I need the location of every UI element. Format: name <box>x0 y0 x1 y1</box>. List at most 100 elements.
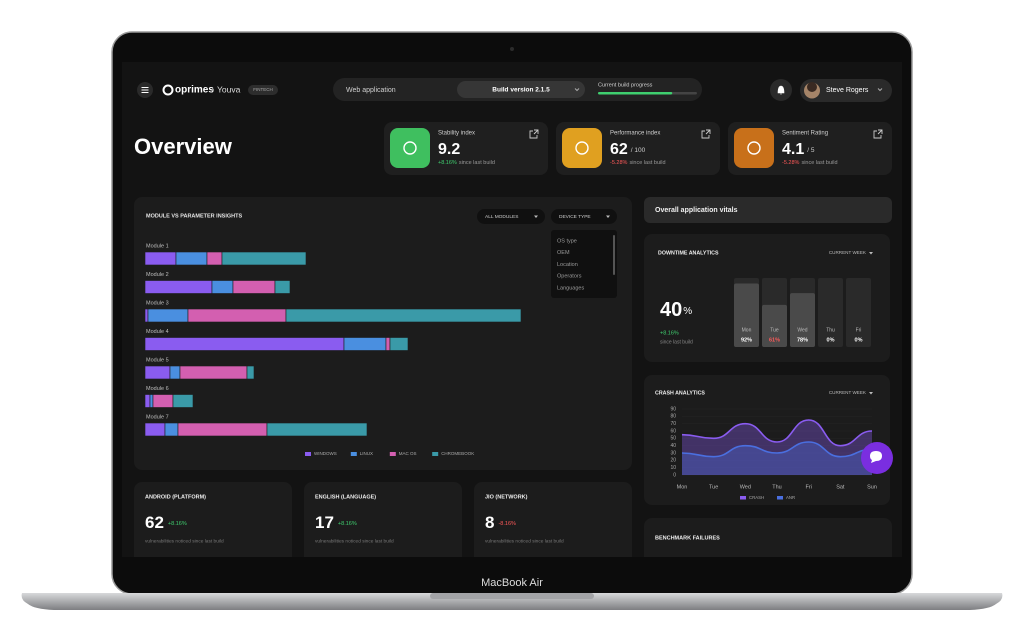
y-tick-label: 30 <box>670 450 676 456</box>
bar-segment <box>164 422 179 437</box>
day-label: Mon <box>742 327 752 333</box>
filter-option[interactable]: OS type <box>557 238 577 244</box>
kpi-card: Sentiment Rating 4.1/ 5 -5.28% since last b… <box>728 122 892 175</box>
kpi-icon <box>747 141 761 155</box>
legend-swatch <box>740 496 746 500</box>
kpi-change: -5.28% <box>610 160 628 166</box>
filter-option[interactable]: OEM <box>557 250 570 256</box>
day-label: Fri <box>856 327 862 333</box>
bar-segment <box>144 280 213 294</box>
platform-card: JIO (NETWORK) 8 -8.16% vulnerabilities noti… <box>474 482 632 557</box>
day-column <box>846 278 871 347</box>
bar-segment <box>152 394 174 408</box>
base-notch <box>430 593 594 599</box>
platform-title: ANDROID (PLATFORM) <box>145 494 206 500</box>
filter-options-bg <box>551 230 617 298</box>
tag: FINTECH <box>253 87 273 92</box>
filter-option[interactable]: Operators <box>557 274 582 280</box>
bar-segment <box>232 280 276 294</box>
open-link-icon[interactable] <box>529 129 539 139</box>
filter-option[interactable]: Languages <box>557 285 584 291</box>
module-label: Module 2 <box>146 272 169 278</box>
chat-button[interactable] <box>861 442 893 474</box>
dropdown-arrow <box>869 252 873 255</box>
kpi-icon-bg <box>734 128 774 168</box>
filter-option[interactable]: Location <box>557 262 578 268</box>
bar-segment <box>211 280 234 294</box>
vitals-title: Overall application vitals <box>655 207 738 214</box>
logo-mark <box>162 84 174 96</box>
kpi-title: Performance index <box>610 131 660 137</box>
filter-dropdown[interactable]: DEVICE TYPE <box>551 209 617 224</box>
downtime-unit: % <box>683 306 692 317</box>
bar-segment <box>206 251 223 266</box>
bar-segment <box>144 422 166 437</box>
laptop-base <box>21 593 1003 610</box>
platform-change: +8.16% <box>168 521 187 527</box>
bar-segment <box>149 394 154 408</box>
downtime-value-label: 92% <box>741 337 752 343</box>
user-name: Steve Rogers <box>826 87 869 94</box>
day-label: Thu <box>826 327 835 333</box>
y-tick-label: 50 <box>670 436 676 442</box>
downtime-value-label: 0% <box>855 337 863 343</box>
open-link-icon[interactable] <box>873 129 883 139</box>
bar-segment <box>169 365 181 380</box>
bar-segment <box>175 251 208 266</box>
platform-value-line: 62 +8.16% <box>145 513 187 532</box>
crash-title: CRASH ANALYTICS <box>655 390 705 396</box>
bar-segment <box>266 422 368 437</box>
y-tick-label: 20 <box>670 458 676 464</box>
app-type: Web application <box>346 87 396 94</box>
kpi-value: 62 <box>610 141 628 158</box>
legend-swatch <box>305 452 311 456</box>
open-link-icon[interactable] <box>701 129 711 139</box>
bar-segment <box>385 337 391 351</box>
platform-value-line: 17 +8.16% <box>315 513 357 532</box>
platform-card: ENGLISH (LANGUAGE) 17 +8.16% vulnerabilitie… <box>304 482 462 557</box>
platform-title: JIO (NETWORK) <box>485 494 528 500</box>
notifications-button[interactable] <box>770 79 792 101</box>
y-tick-label: 10 <box>670 465 676 471</box>
project-name: Youva <box>217 84 241 94</box>
platform-card: ANDROID (PLATFORM) 62 +8.16% vulnerabilitie… <box>134 482 292 557</box>
filter-label: DEVICE TYPE <box>559 214 591 220</box>
build-selector[interactable]: Build version 2.1.5 <box>457 81 585 98</box>
chevron <box>574 88 580 92</box>
platform-card-bg <box>134 482 292 557</box>
kpi-unit: / 100 <box>631 147 646 154</box>
filter-dropdown[interactable]: ALL MODULES <box>477 209 545 224</box>
legend-swatch <box>432 452 439 456</box>
options-scrollbar <box>613 235 615 275</box>
platform-value: 8 <box>485 513 494 532</box>
area-line <box>681 419 873 447</box>
downtime-bar <box>734 283 759 347</box>
bar-segment <box>144 337 345 351</box>
x-tick-label: Mon <box>677 484 688 490</box>
kpi-value: 4.1 <box>782 141 804 158</box>
module-label: Module 6 <box>146 386 169 392</box>
kpi-value-line: 4.1/ 5 <box>782 141 815 158</box>
x-tick-label: Sun <box>867 484 877 490</box>
period-select[interactable]: CURRENT WEEK <box>829 250 867 255</box>
user-menu[interactable]: Steve Rogers <box>800 79 892 102</box>
legend-label: ANR <box>786 495 795 500</box>
menu-button[interactable] <box>137 82 153 98</box>
y-tick-label: 60 <box>670 428 676 434</box>
kpi-change-line: +8.16% since last build <box>438 160 495 166</box>
day-column <box>818 278 843 347</box>
legend-label: CRASH <box>749 495 764 500</box>
bar-segment <box>179 365 248 380</box>
kpi-card: Stability index 9.2 +8.16% since last build <box>384 122 548 175</box>
y-tick-label: 80 <box>670 414 676 420</box>
x-tick-label: Fri <box>805 484 811 490</box>
bar-segment <box>274 280 291 294</box>
period-select[interactable]: CURRENT WEEK <box>829 390 867 395</box>
platform-change: -8.16% <box>498 521 516 527</box>
day-label: Wed <box>797 327 807 333</box>
user-pill <box>800 79 892 102</box>
downtime-value-label: 61% <box>769 337 780 343</box>
legend-swatch <box>389 452 396 456</box>
legend-label: LINUX <box>360 451 373 456</box>
